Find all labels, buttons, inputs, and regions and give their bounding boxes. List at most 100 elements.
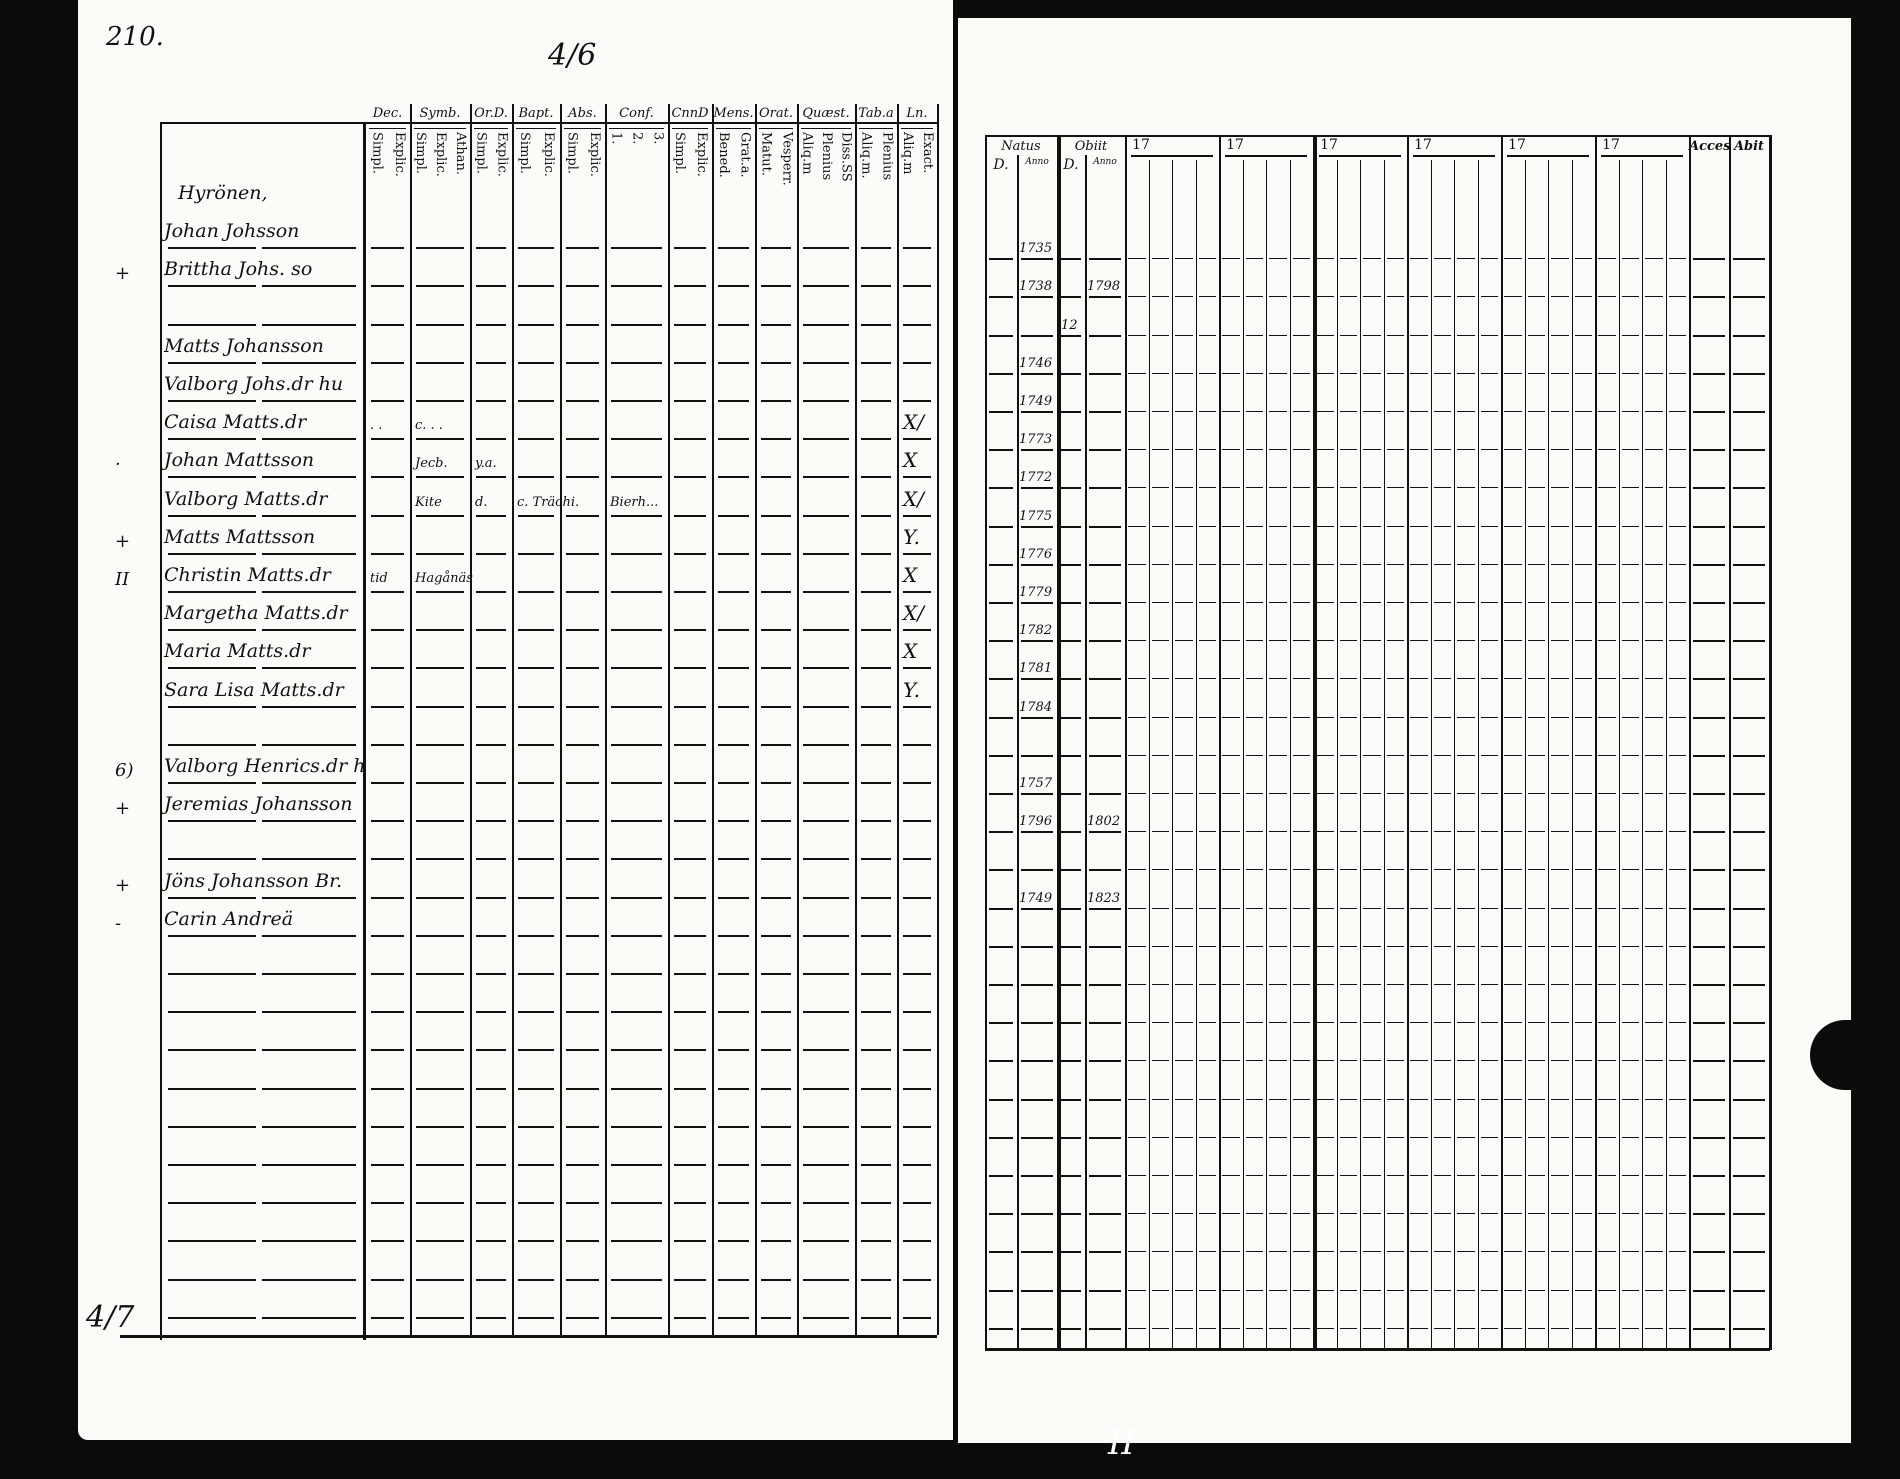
cell-underline [1693,640,1725,643]
cell-underline [518,667,554,670]
cell-underline [1339,754,1357,756]
name-underline [168,1278,256,1281]
cell-underline [1480,372,1498,374]
cell-underline [1551,1098,1569,1100]
cell-underline [1222,1098,1240,1100]
cell-underline [1316,1060,1334,1062]
name-underline [262,361,356,364]
cell-underline [1292,716,1310,718]
cell-underline [803,820,849,823]
name-underline [262,552,356,555]
column-header: Conf. [619,106,654,121]
cell-underline [1245,945,1263,947]
cell-underline [1128,1213,1146,1215]
cell-underline [1668,945,1686,947]
cell-underline [1089,907,1121,910]
cell-underline [1292,831,1310,833]
cell-underline [1621,258,1639,260]
cell-underline [1551,296,1569,298]
death-day: 12 [1061,317,1078,333]
cell-underline [371,361,404,364]
cell-underline [1386,411,1404,412]
cell-underline [1151,1289,1169,1291]
cell-underline [371,438,404,441]
cell-underline [371,400,404,402]
cell-underline [1574,296,1592,298]
cell-underline [761,514,791,517]
cell-underline [566,1049,599,1052]
cell-underline [803,858,849,861]
cell-underline [1598,1327,1616,1329]
column-subheader: Simpl. [369,132,385,175]
name-underline [168,591,256,593]
cell-underline [761,1316,791,1319]
cell-underline [1504,869,1522,871]
cell-underline [416,667,464,670]
cell-underline [1198,678,1216,680]
cell-underline [1245,296,1263,298]
cell-underline [989,831,1013,834]
cell-underline [1151,1251,1169,1253]
cell-underline [476,1316,506,1319]
cell-underline [1527,1213,1545,1215]
cell-underline [761,1202,791,1205]
name-underline [262,400,356,402]
cell-underline [1386,1175,1404,1176]
column-subheader: Simpl. [564,132,580,175]
cell-underline [989,1022,1013,1025]
cell-underline [803,782,849,784]
cell-underline [1527,563,1545,565]
cell-underline [1151,563,1169,565]
cell-underline [1504,525,1522,527]
bottom-folio-note: 4/7 [86,1300,135,1335]
cell-underline [903,743,931,746]
cell-underline [1621,1098,1639,1100]
cell-underline [1061,372,1081,375]
cell-underline [1339,907,1357,909]
cell-underline [416,285,464,288]
cell-underline [1316,525,1334,527]
cell-underline [476,820,506,823]
cell-underline [1645,640,1663,642]
cell-underline [1021,334,1053,337]
cell-underline [1061,716,1081,719]
cell-underline [1222,296,1240,298]
cell-underline [674,514,706,517]
column-subheader: Explic. [494,132,510,177]
cell-underline [1693,602,1725,604]
cell-note: . . [370,418,383,434]
cell-underline [1504,907,1522,909]
cell-underline [674,896,706,899]
cell-underline [1645,716,1663,718]
cell-underline [1222,449,1240,451]
cell-underline [1598,525,1616,527]
cell-underline [1433,1098,1451,1100]
cell-underline [989,1327,1013,1330]
cell-underline [1433,907,1451,909]
cell-underline [1693,449,1725,452]
cell-underline [371,667,404,670]
cell-underline [1574,640,1592,642]
cell-underline [803,667,849,670]
cell-underline [1410,1060,1428,1062]
cell-underline [1551,869,1569,871]
name-underline [262,896,356,899]
cell-underline [1733,296,1765,299]
cell-underline [566,361,599,364]
cell-underline [1175,487,1193,489]
cell-underline [1089,1022,1121,1025]
anno-subheader: Anno [1093,157,1117,167]
cell-underline [1198,793,1216,794]
cell-underline [611,782,662,784]
cell-note: Kite [415,494,442,510]
cell-underline [674,1049,706,1052]
person-name: Margetha Matts.dr [164,602,348,625]
cell-underline [803,1316,849,1319]
column-rule [470,104,472,1335]
column-header: Quæst. [802,106,850,121]
cell-underline [1151,411,1169,412]
cell-underline [1292,1022,1310,1024]
cell-underline [1693,1289,1725,1292]
column-rule [1125,135,1127,1350]
cell-underline [1292,1060,1310,1062]
